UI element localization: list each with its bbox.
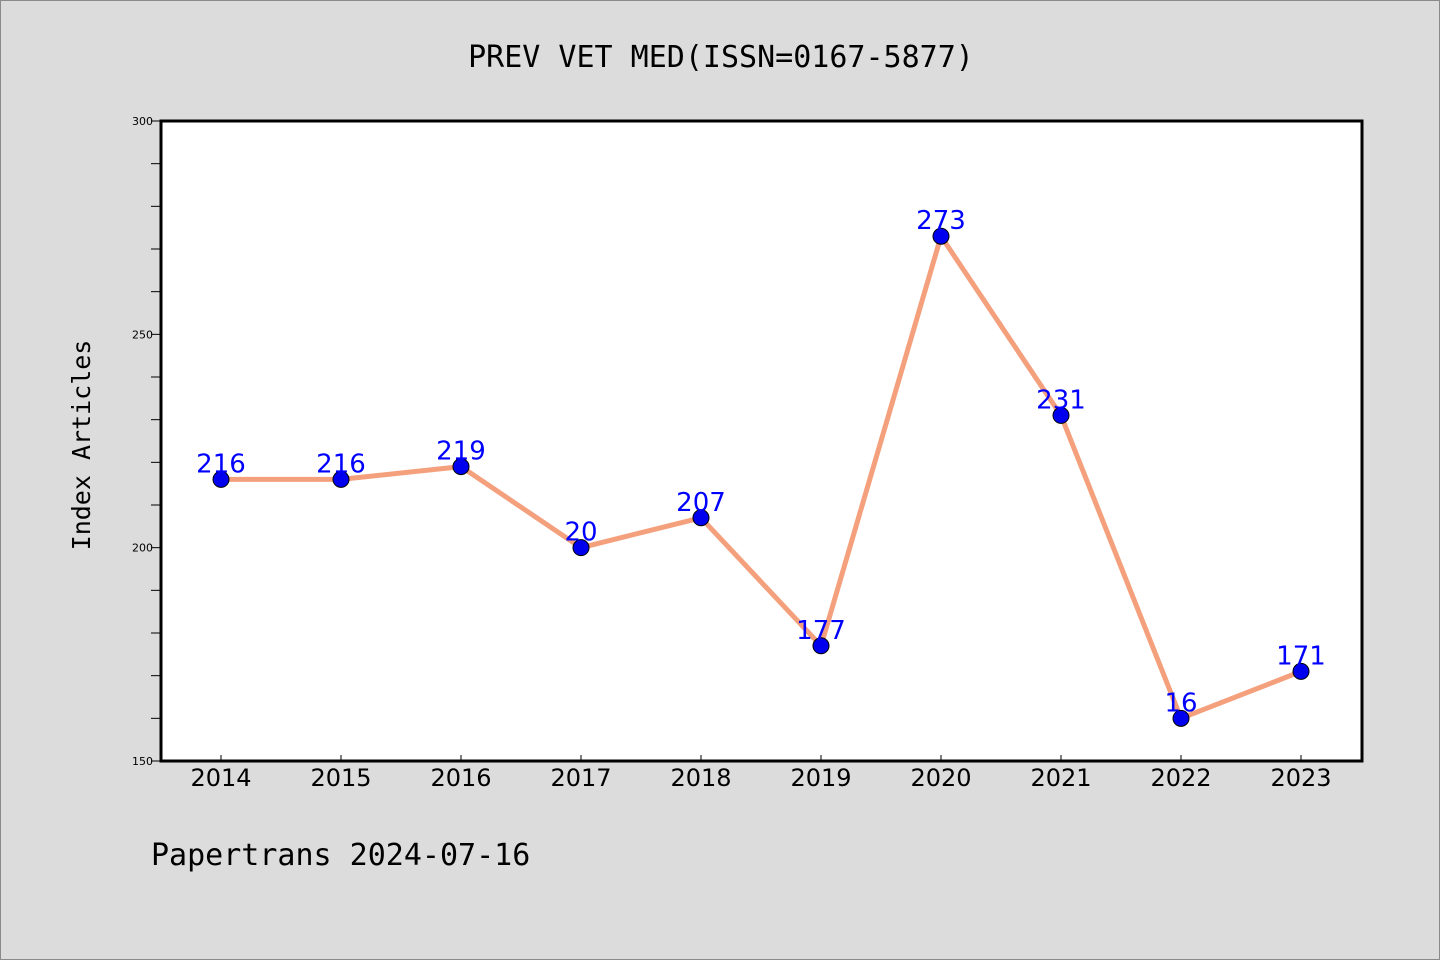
x-tick-label: 2016 bbox=[430, 764, 491, 792]
series-line bbox=[218, 233, 1304, 721]
x-tick-label: 2014 bbox=[190, 764, 251, 792]
data-label: 273 bbox=[916, 206, 966, 236]
data-point bbox=[212, 470, 230, 488]
x-tick-label: 2017 bbox=[550, 764, 611, 792]
data-point bbox=[572, 539, 590, 557]
data-point bbox=[932, 227, 950, 245]
data-point bbox=[1292, 662, 1310, 680]
data-label: 216 bbox=[196, 449, 246, 479]
x-tick-label: 2022 bbox=[1150, 764, 1211, 792]
series-index-articles: 216 216 219 20 207 177 273 231 16 171 bbox=[196, 206, 1326, 727]
data-point bbox=[452, 458, 470, 476]
data-point bbox=[332, 470, 350, 488]
data-point bbox=[692, 509, 710, 527]
data-point bbox=[1172, 709, 1190, 727]
data-point bbox=[812, 637, 830, 655]
y-axis-label: Index Articles bbox=[67, 340, 96, 551]
footer-credit: Papertrans 2024-07-16 bbox=[151, 838, 530, 873]
x-tick-label: 2021 bbox=[1030, 764, 1091, 792]
y-tick-label: 250 bbox=[132, 328, 153, 341]
data-label: 171 bbox=[1276, 641, 1326, 671]
chart-title: PREV VET MED(ISSN=0167-5877) bbox=[468, 40, 974, 75]
data-label: 219 bbox=[436, 437, 486, 467]
x-tick-label: 2020 bbox=[910, 764, 971, 792]
plot-frame bbox=[159, 119, 1364, 763]
data-label: 16 bbox=[1164, 688, 1197, 718]
x-tick-label: 2015 bbox=[310, 764, 371, 792]
x-axis: 2014 2015 2016 2017 2018 2019 2020 2021 2022 2023 bbox=[190, 755, 1332, 792]
data-point bbox=[1052, 406, 1070, 424]
x-tick-label: 2019 bbox=[790, 764, 851, 792]
data-label: 177 bbox=[796, 616, 846, 646]
y-tick-label: 300 bbox=[132, 115, 153, 128]
y-tick-label: 150 bbox=[132, 755, 153, 768]
data-label: 207 bbox=[676, 488, 726, 518]
x-tick-label: 2018 bbox=[670, 764, 731, 792]
data-label: 231 bbox=[1036, 385, 1086, 415]
y-tick-label: 200 bbox=[132, 542, 153, 555]
x-tick-label: 2023 bbox=[1270, 764, 1331, 792]
data-label: 20 bbox=[564, 518, 597, 548]
plot-area bbox=[159, 119, 1364, 763]
y-axis: 150 200 250 300 bbox=[132, 115, 161, 768]
data-label: 216 bbox=[316, 449, 366, 479]
